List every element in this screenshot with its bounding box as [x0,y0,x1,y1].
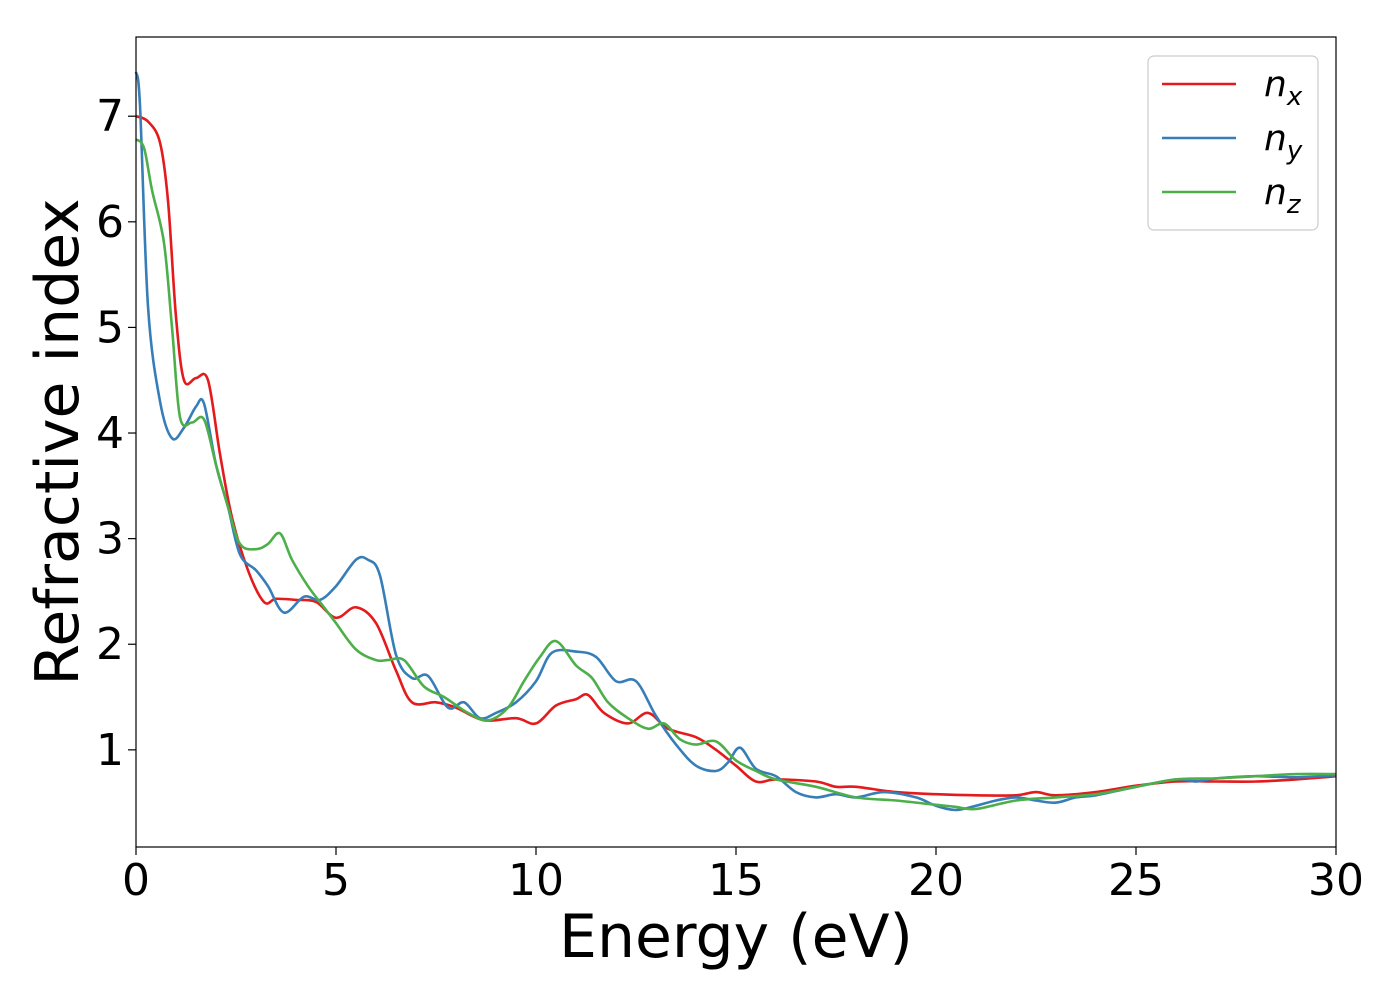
x-axis: 0 5 10 15 20 25 30 [122,847,1364,906]
legend-label-n-y: ny [1264,118,1303,166]
legend-label-n-z: nz [1264,172,1302,220]
x-tick-label: 15 [708,855,764,906]
x-tick-label: 0 [122,855,150,906]
x-tick-label: 20 [908,855,964,906]
x-tick-label: 30 [1308,855,1364,906]
x-axis-title: Energy (eV) [559,902,913,972]
legend: nx ny nz [1147,55,1319,231]
y-tick-label: 5 [96,302,124,353]
y-tick-label: 7 [96,91,124,142]
legend-label-n-x: nx [1264,64,1303,112]
series-line-n-y [134,71,1337,812]
series-lines [134,71,1337,812]
x-tick-label: 5 [322,855,350,906]
y-axis-title: Refractive index [23,198,93,685]
y-tick-label: 3 [96,514,124,565]
y-tick-label: 6 [96,197,124,248]
y-axis: 1 2 3 4 5 6 7 [96,91,136,776]
series-line-n-x [135,114,1337,797]
y-tick-label: 1 [96,725,124,776]
x-tick-label: 10 [508,855,564,906]
y-tick-label: 4 [96,408,124,459]
x-tick-label: 25 [1108,855,1164,906]
y-tick-label: 2 [96,619,124,670]
series-line-n-z [135,138,1337,811]
legend-box [1147,55,1319,231]
